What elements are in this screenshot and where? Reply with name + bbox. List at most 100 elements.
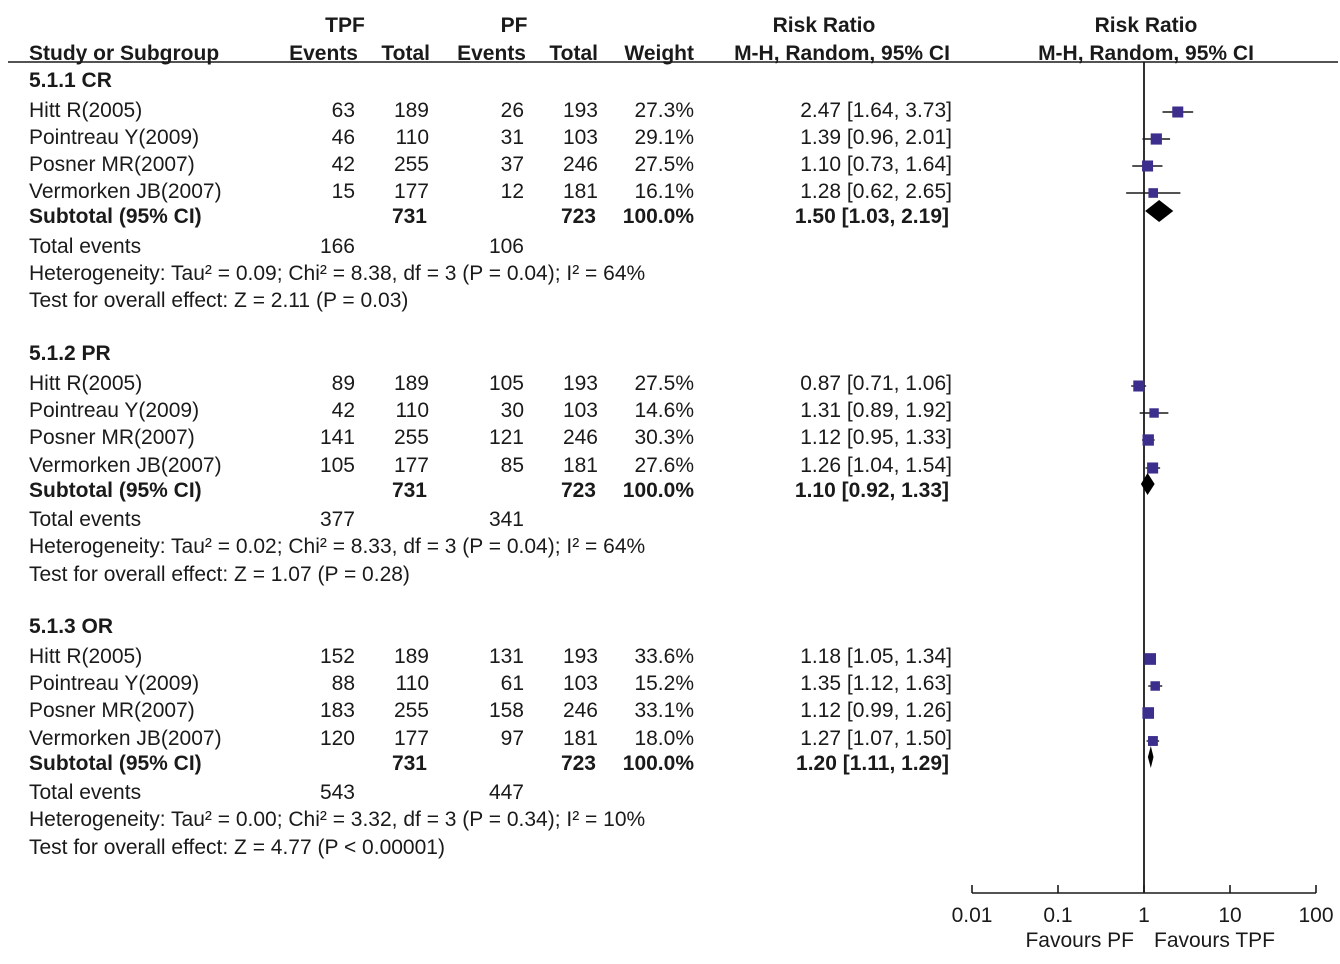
tpf-events: 105 (319, 454, 355, 477)
header-rr-method: M-H, Random, 95% CI (734, 42, 950, 65)
overall-effect-text: Test for overall effect: Z = 4.77 (P < 0… (29, 836, 445, 859)
pf-total: 246 (562, 699, 598, 722)
pf-total: 103 (562, 672, 598, 695)
header-plot-risk-ratio: Risk Ratio (1094, 14, 1198, 37)
pf-events: 105 (488, 372, 524, 395)
tpf-events: 120 (319, 727, 355, 750)
subtotal-ci: 1.20 [1.11, 1.29] (796, 752, 949, 775)
tpf-total: 189 (393, 99, 429, 122)
subtotal-weight: 100.0% (622, 479, 694, 502)
tpf-events: 63 (331, 99, 355, 122)
tpf-events: 15 (331, 180, 355, 203)
pf-total: 103 (562, 126, 598, 149)
weight: 30.3% (634, 426, 694, 449)
study-name: Posner MR(2007) (29, 153, 195, 176)
total-events-label: Total events (29, 781, 142, 804)
weight: 27.5% (634, 153, 694, 176)
study-marker (1148, 188, 1159, 198)
pf-events: 31 (500, 126, 524, 149)
risk-ratio-ci: 0.87 [0.71, 1.06] (800, 372, 952, 395)
risk-ratio-ci: 1.28 [0.62, 2.65] (800, 180, 952, 203)
study-marker (1142, 160, 1154, 172)
pf-events: 12 (500, 180, 524, 203)
risk-ratio-ci: 1.12 [0.95, 1.33] (800, 426, 952, 449)
tpf-events: 42 (331, 399, 355, 422)
risk-ratio-ci: 1.39 [0.96, 2.01] (800, 126, 952, 149)
subtotal-weight: 100.0% (622, 752, 694, 775)
weight: 16.1% (634, 180, 694, 203)
subgroup-title: 5.1.3 OR (29, 615, 114, 638)
weight: 15.2% (634, 672, 694, 695)
subtotal-ci: 1.10 [0.92, 1.33] (794, 479, 949, 502)
pf-total: 181 (562, 454, 598, 477)
pooled-diamond (1140, 473, 1155, 495)
tpf-total: 189 (393, 372, 429, 395)
pooled-diamond (1147, 746, 1154, 768)
risk-ratio-ci: 1.10 [0.73, 1.64] (800, 153, 952, 176)
pf-events: 158 (488, 699, 524, 722)
header-weight: Weight (624, 42, 694, 65)
pf-events: 121 (488, 426, 524, 449)
study-name: Hitt R(2005) (29, 99, 143, 122)
weight: 33.6% (634, 645, 694, 668)
x-axis: 0.01 0.1 1 10 100 Favours PF Favours TPF (952, 885, 1334, 952)
study-name: Vermorken JB(2007) (29, 180, 222, 203)
header-tpf-total: Total (381, 42, 430, 65)
pf-total: 193 (562, 99, 598, 122)
study-name: Pointreau Y(2009) (29, 672, 200, 695)
risk-ratio-ci: 1.31 [0.89, 1.92] (800, 399, 952, 422)
risk-ratio-ci: 2.47 [1.64, 3.73] (800, 99, 952, 122)
study-marker (1150, 133, 1162, 145)
header-pf: PF (500, 14, 528, 37)
tick-label: 10 (1218, 904, 1241, 927)
header-pf-total: Total (549, 42, 598, 65)
pf-events: 85 (500, 454, 524, 477)
study-marker (1133, 380, 1145, 392)
weight: 29.1% (634, 126, 694, 149)
subtotal-tpf-total: 731 (391, 479, 427, 502)
header-plot-method: M-H, Random, 95% CI (1038, 42, 1254, 65)
study-marker (1147, 736, 1158, 746)
heterogeneity-text: Heterogeneity: Tau² = 0.09; Chi² = 8.38,… (29, 262, 646, 285)
risk-ratio-ci: 1.18 [1.05, 1.34] (800, 645, 952, 668)
subtotal-weight: 100.0% (622, 205, 694, 228)
total-events-pf: 447 (488, 781, 524, 804)
study-marker (1144, 653, 1157, 665)
pooled-diamond (1145, 200, 1174, 222)
study-name: Pointreau Y(2009) (29, 399, 200, 422)
header-pf-events: Events (457, 42, 526, 65)
subtotal-label: Subtotal (95% CI) (29, 479, 202, 502)
weight: 33.1% (634, 699, 694, 722)
tick-label: 100 (1298, 904, 1333, 927)
pf-events: 37 (500, 153, 524, 176)
tpf-events: 88 (331, 672, 355, 695)
tick-label: 1 (1138, 904, 1150, 927)
total-events-tpf: 166 (319, 235, 355, 258)
subgroup-title: 5.1.2 PR (29, 342, 111, 365)
tick-label: 0.1 (1043, 904, 1072, 927)
tpf-events: 152 (319, 645, 355, 668)
study-name: Pointreau Y(2009) (29, 126, 200, 149)
study-name: Hitt R(2005) (29, 645, 143, 668)
weight: 14.6% (634, 399, 694, 422)
study-name: Vermorken JB(2007) (29, 454, 222, 477)
pf-total: 246 (562, 153, 598, 176)
tpf-events: 183 (319, 699, 355, 722)
total-events-tpf: 377 (319, 508, 355, 531)
subtotal-label: Subtotal (95% CI) (29, 752, 202, 775)
subtotal-tpf-total: 731 (391, 205, 427, 228)
study-marker (1150, 681, 1160, 691)
pf-total: 193 (562, 645, 598, 668)
tpf-total: 255 (393, 699, 429, 722)
weight: 18.0% (634, 727, 694, 750)
tpf-total: 110 (395, 399, 429, 422)
pf-events: 30 (500, 399, 524, 422)
total-events-tpf: 543 (319, 781, 355, 804)
tpf-total: 177 (393, 180, 429, 203)
tpf-total: 255 (393, 426, 429, 449)
tpf-events: 46 (331, 126, 355, 149)
overall-effect-text: Test for overall effect: Z = 1.07 (P = 0… (29, 563, 410, 586)
weight: 27.3% (634, 99, 694, 122)
pf-events: 61 (500, 672, 524, 695)
pf-total: 103 (562, 399, 598, 422)
